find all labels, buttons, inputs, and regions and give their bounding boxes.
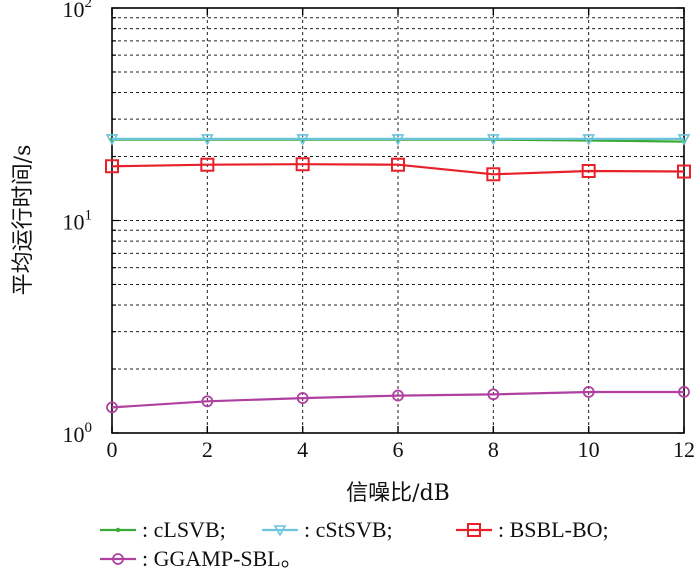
series-1 [105,134,691,146]
legend-label: : GGAMP-SBL。 [142,546,303,571]
axis-ticks [111,7,685,434]
data-point [201,395,214,408]
data-point [487,388,500,401]
data-point [273,525,287,537]
x-tick-labels: 0 2 4 6 8 10 12 [107,437,696,462]
x-tick-label: 10 [578,437,600,462]
data-point [677,134,691,146]
y-tick-label: 100 [63,420,93,447]
data-point [112,553,124,565]
data-point [467,523,481,537]
data-point [391,134,405,146]
legend-item: : GGAMP-SBL。 [100,546,303,571]
data-point [678,386,690,398]
data-point [115,527,121,533]
legend: : cLSVB; : cStSVB; : BSBL-BO; : GGAMP-SBL。 [100,517,609,571]
data-point [105,134,119,146]
data-point [581,163,596,178]
x-tick-label: 4 [297,437,308,462]
series-2 [105,157,691,182]
y-tick-label: 102 [63,0,93,22]
data-point [295,157,310,172]
data-point [392,389,404,402]
data-point [105,159,119,174]
data-point [486,167,501,182]
legend-label: : cStSVB; [304,517,393,542]
series-3 [106,386,690,414]
data-point [486,134,500,146]
data-point [391,157,405,172]
data-point [200,157,215,172]
x-tick-label: 0 [107,437,118,462]
legend-item: : cStSVB; [262,517,393,542]
data-point [582,386,595,398]
y-tick-labels: 100 101 102 [63,0,93,447]
legend-item: : cLSVB; [100,517,226,542]
x-tick-label: 8 [488,437,499,462]
x-axis-title: 信噪比/dB [346,481,450,506]
legend-label: : cLSVB; [142,517,226,542]
series-group [105,134,691,414]
x-tick-label: 12 [673,437,695,462]
data-point [296,134,310,146]
y-axis-title: 平均运行时间/s [11,145,36,296]
data-point [106,401,118,414]
grid [112,8,684,433]
x-tick-label: 6 [393,437,404,462]
data-point [296,392,309,404]
legend-item: : BSBL-BO; [456,517,609,542]
x-tick-label: 2 [202,437,213,462]
y-tick-label: 101 [63,208,93,235]
series-line [111,390,684,409]
legend-label: : BSBL-BO; [498,517,609,542]
data-point [582,134,596,146]
data-point [677,164,691,179]
series-line [111,163,685,176]
data-point [200,134,214,146]
